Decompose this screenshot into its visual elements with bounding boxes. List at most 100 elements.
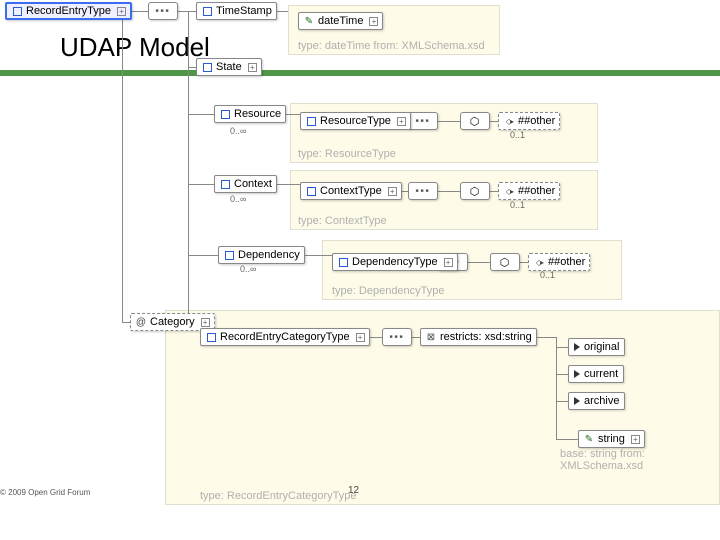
schema-node-resource[interactable]: Resource bbox=[214, 105, 286, 123]
cardinality-label: 0..∞ bbox=[240, 264, 256, 274]
type-annotation: type: ContextType bbox=[298, 215, 387, 227]
enum-value: archive bbox=[568, 392, 625, 410]
schema-node-deptype[interactable]: DependencyType+ bbox=[332, 253, 458, 271]
connector-line bbox=[490, 191, 498, 192]
any-icon bbox=[533, 256, 545, 268]
schema-node-rectype[interactable]: RecordEntryCategoryType+ bbox=[200, 328, 370, 346]
node-label: ResourceType bbox=[320, 115, 391, 127]
enum-label: original bbox=[584, 341, 619, 353]
expand-icon[interactable]: + bbox=[444, 258, 453, 267]
title-underline bbox=[0, 70, 720, 76]
node-label: Resource bbox=[234, 108, 281, 120]
element-icon bbox=[305, 115, 317, 127]
node-label: ##other bbox=[518, 185, 555, 197]
schema-node-timestamp[interactable]: TimeStamp bbox=[196, 2, 277, 20]
connector-line bbox=[556, 439, 578, 440]
sequence-icon: ⬡ bbox=[460, 112, 490, 130]
expand-icon[interactable]: + bbox=[631, 435, 640, 444]
type-annotation: type: dateTime from: XMLSchema.xsd bbox=[298, 40, 485, 52]
schema-node-restricts[interactable]: restricts: xsd:string bbox=[420, 328, 537, 346]
connector-line bbox=[188, 114, 214, 115]
node-label: State bbox=[216, 61, 242, 73]
connector-line bbox=[556, 347, 568, 348]
sequence-icon bbox=[382, 328, 412, 346]
enum-bullet-icon bbox=[574, 370, 580, 378]
cardinality-label: 0..∞ bbox=[230, 126, 246, 136]
expand-icon[interactable]: + bbox=[248, 63, 257, 72]
connector-line bbox=[520, 262, 528, 263]
schema-node-state[interactable]: State + bbox=[196, 58, 262, 76]
cardinality-label: 0..1 bbox=[540, 270, 555, 280]
connector-line bbox=[178, 11, 196, 12]
schema-node-res_other[interactable]: ##other bbox=[498, 112, 560, 130]
schema-node-context[interactable]: Context bbox=[214, 175, 277, 193]
expand-icon[interactable]: + bbox=[356, 333, 365, 342]
sequence-icon bbox=[408, 112, 438, 130]
element-icon bbox=[219, 108, 231, 120]
connector-line bbox=[412, 337, 420, 338]
sequence-icon bbox=[148, 2, 178, 20]
enum-value: original bbox=[568, 338, 625, 356]
cardinality-label: 0..1 bbox=[510, 200, 525, 210]
schema-node-ctxtype[interactable]: ContextType + bbox=[300, 182, 402, 200]
expand-icon[interactable]: + bbox=[369, 17, 378, 26]
connector-line bbox=[556, 374, 568, 375]
schema-node-string[interactable]: string + bbox=[578, 430, 645, 448]
enum-label: current bbox=[584, 368, 618, 380]
node-label: Dependency bbox=[238, 249, 300, 261]
connector-line bbox=[556, 337, 557, 439]
connector-line bbox=[188, 11, 189, 317]
schema-node-datetime[interactable]: dateTime + bbox=[298, 12, 383, 30]
type-annotation: base: string from: XMLSchema.xsd bbox=[560, 448, 720, 472]
type-annotation: type: RecordEntryCategoryType bbox=[200, 490, 357, 502]
copyright-text: © 2009 Open Grid Forum bbox=[0, 488, 90, 497]
expand-icon[interactable]: + bbox=[201, 318, 210, 327]
sequence-icon bbox=[408, 182, 438, 200]
enum-bullet-icon bbox=[574, 343, 580, 351]
enum-label: archive bbox=[584, 395, 619, 407]
connector-line bbox=[188, 255, 218, 256]
type-annotation: type: DependencyType bbox=[332, 285, 445, 297]
schema-node-dep_other[interactable]: ##other bbox=[528, 253, 590, 271]
node-label: ##other bbox=[518, 115, 555, 127]
connector-line bbox=[188, 67, 196, 68]
enum-bullet-icon bbox=[574, 397, 580, 405]
simpletype-icon bbox=[583, 433, 595, 445]
schema-node-root[interactable]: RecordEntryType+ bbox=[5, 2, 132, 20]
any-icon bbox=[503, 115, 515, 127]
expand-icon[interactable]: + bbox=[388, 187, 397, 196]
element-icon bbox=[201, 5, 213, 17]
cardinality-label: 0..∞ bbox=[230, 194, 246, 204]
sequence-icon: ⬡ bbox=[490, 253, 520, 271]
cardinality-label: 0..1 bbox=[510, 130, 525, 140]
sequence-icon: ⬡ bbox=[460, 182, 490, 200]
element-icon bbox=[337, 256, 349, 268]
node-label: restricts: xsd:string bbox=[440, 331, 532, 343]
schema-node-ctx_other[interactable]: ##other bbox=[498, 182, 560, 200]
expand-icon[interactable]: + bbox=[397, 117, 406, 126]
connector-line bbox=[556, 401, 568, 402]
expand-icon[interactable]: + bbox=[117, 7, 126, 16]
connector-line bbox=[490, 121, 498, 122]
schema-node-dependency[interactable]: Dependency bbox=[218, 246, 305, 264]
node-label: dateTime bbox=[318, 15, 363, 27]
node-label: ##other bbox=[548, 256, 585, 268]
element-icon bbox=[205, 331, 217, 343]
type-annotation: type: ResourceType bbox=[298, 148, 396, 160]
node-label: Context bbox=[234, 178, 272, 190]
page-number: 12 bbox=[348, 485, 359, 496]
element-icon bbox=[305, 185, 317, 197]
node-label: Category bbox=[150, 316, 195, 328]
restriction-icon bbox=[425, 331, 437, 343]
schema-node-restype[interactable]: ResourceType + bbox=[300, 112, 411, 130]
node-label: ContextType bbox=[320, 185, 382, 197]
node-label: string bbox=[598, 433, 625, 445]
attribute-icon bbox=[135, 316, 147, 328]
connector-line bbox=[122, 11, 123, 322]
connector-line bbox=[438, 121, 460, 122]
connector-line bbox=[438, 191, 460, 192]
enum-value: current bbox=[568, 365, 624, 383]
element-icon bbox=[11, 5, 23, 17]
simpletype-icon bbox=[303, 15, 315, 27]
element-icon bbox=[219, 178, 231, 190]
